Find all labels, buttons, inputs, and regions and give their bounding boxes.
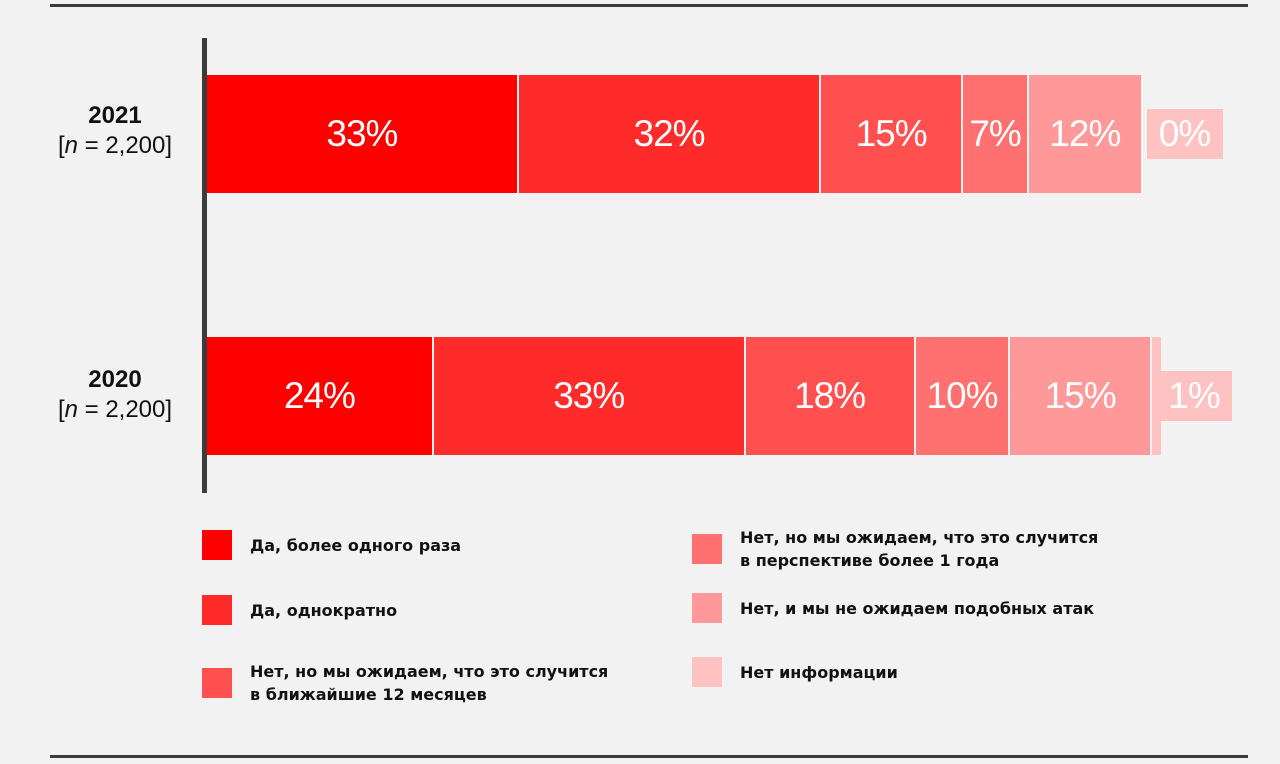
row-label-2021: 2021 [n = 2,200] — [30, 101, 200, 161]
row-sample-size: [n = 2,200] — [57, 396, 173, 423]
y-axis-line — [202, 38, 207, 493]
bar-segment-2020-5: 15% — [1010, 337, 1150, 455]
data-label-2020-6: 1% — [1156, 371, 1232, 421]
data-label-2020-2: 33% — [553, 375, 625, 416]
legend-label: Нет, но мы ожидаем, что это случится в пе… — [740, 528, 1099, 570]
legend-item-2: Да, однократно — [202, 595, 397, 625]
row-year: 2020 — [88, 366, 142, 393]
legend-swatch — [692, 534, 722, 564]
legend-swatch — [202, 530, 232, 560]
row-year: 2021 — [88, 102, 142, 129]
data-label-2020-4: 10% — [926, 375, 998, 416]
data-label-2021-1: 33% — [326, 113, 398, 154]
legend-label: Да, однократно — [250, 600, 398, 620]
bar-segment-2021-3: 15% — [821, 75, 961, 193]
legend-swatch — [202, 595, 232, 625]
legend-swatch — [202, 668, 232, 698]
legend-label: Нет, но мы ожидаем, что это случится в бл… — [250, 662, 609, 704]
legend-item-5: Нет, и мы не ожидаем подобных атак — [692, 593, 1094, 623]
bar-segment-2021-5: 12% — [1029, 75, 1141, 193]
data-label-2020-1: 24% — [283, 375, 356, 416]
bottom-rule — [50, 755, 1248, 758]
data-label-2021-3: 15% — [855, 113, 928, 154]
legend-swatch — [692, 657, 722, 687]
bar-segment-2020-2: 33% — [433, 337, 744, 455]
legend-label: Нет, и мы не ожидаем подобных атак — [740, 598, 1095, 618]
legend-item-3: Нет, но мы ожидаем, что это случится в бл… — [202, 660, 608, 706]
legend-label: Да, более одного раза — [250, 535, 462, 555]
bar-segment-2021-4: 7% — [963, 75, 1028, 193]
top-rule — [50, 4, 1248, 7]
data-label-2021-6: 0% — [1146, 109, 1223, 159]
row-label-2020: 2020 [n = 2,200] — [30, 365, 200, 425]
data-label-2020-5: 15% — [1044, 375, 1117, 416]
legend-item-1: Да, более одного раза — [202, 530, 461, 560]
legend-swatch — [692, 593, 722, 623]
bar-segment-2021-2: 32% — [518, 75, 820, 193]
bar-segment-2020-3: 18% — [745, 337, 914, 455]
data-label-2021-4: 7% — [969, 113, 1021, 154]
data-label-2021-5: 12% — [1049, 113, 1121, 154]
legend-item-6: Нет информации — [692, 657, 898, 687]
bar-segment-2020-1: 24% — [207, 337, 432, 455]
bar-segment-2021-1: 33% — [207, 75, 517, 193]
bar-segment-2020-4: 10% — [915, 337, 1009, 455]
row-sample-size: [n = 2,200] — [57, 132, 173, 159]
data-label-2021-2: 32% — [633, 113, 706, 154]
data-label-2020-3: 18% — [794, 375, 866, 416]
legend-item-4: Нет, но мы ожидаем, что это случится в пе… — [692, 526, 1098, 572]
legend-label: Нет информации — [740, 662, 898, 682]
